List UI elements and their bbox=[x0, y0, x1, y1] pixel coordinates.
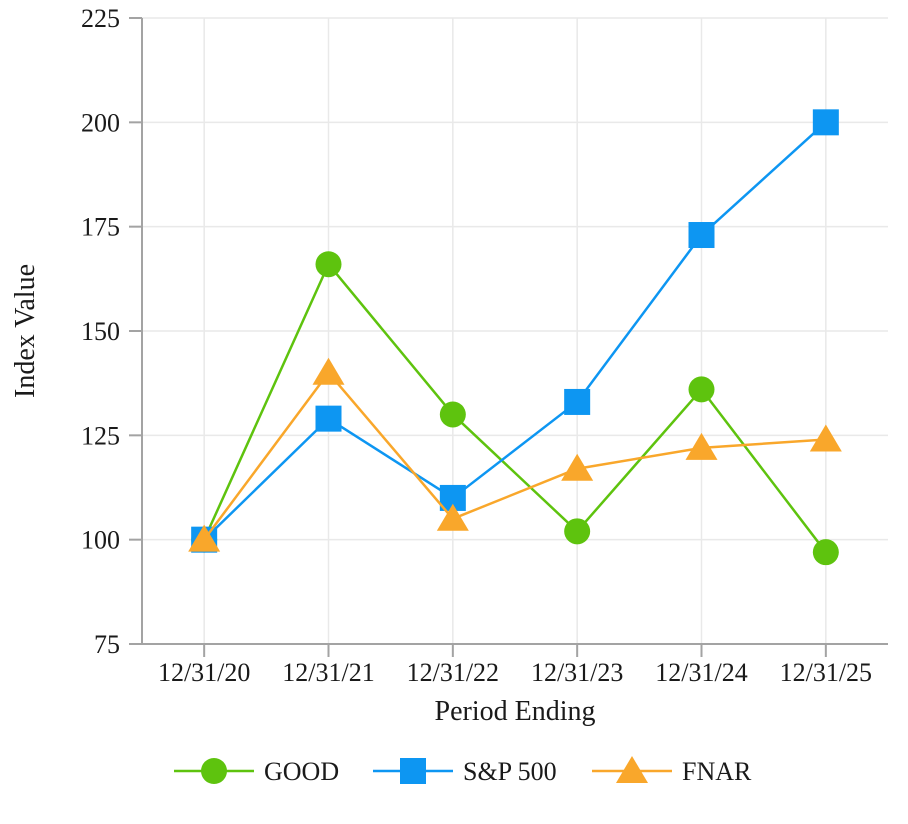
series-line-s-p-500 bbox=[203, 121, 827, 541]
marker-fnar-1 bbox=[312, 357, 345, 385]
marker-good-3 bbox=[564, 518, 591, 545]
legend-square-icon bbox=[400, 758, 426, 784]
marker-fnar-4 bbox=[685, 432, 718, 460]
legend-circle-icon bbox=[201, 758, 227, 784]
y-tick-label: 175 bbox=[81, 213, 120, 242]
y-tick-label: 200 bbox=[81, 108, 120, 137]
series-line-fnar bbox=[203, 371, 826, 541]
legend-label-fnar: FNAR bbox=[682, 757, 752, 786]
x-tick-label: 12/31/23 bbox=[531, 658, 623, 687]
marker-fnar-0 bbox=[188, 524, 221, 552]
y-tick-label: 125 bbox=[81, 421, 120, 450]
y-tick-label: 150 bbox=[81, 317, 120, 346]
x-tick-label: 12/31/21 bbox=[282, 658, 374, 687]
x-tick-label: 12/31/24 bbox=[655, 658, 747, 687]
marker-fnar-2 bbox=[436, 503, 469, 531]
marker-fnar-5 bbox=[809, 424, 842, 452]
y-tick-label: 100 bbox=[81, 526, 120, 555]
x-tick-label: 12/31/25 bbox=[780, 658, 872, 687]
marker-good-5 bbox=[812, 539, 839, 566]
legend-label-good: GOOD bbox=[264, 757, 339, 786]
marker-good-4 bbox=[688, 376, 715, 403]
y-tick-label: 225 bbox=[81, 4, 120, 33]
legend-triangle-icon bbox=[616, 756, 648, 783]
x-axis-title: Period Ending bbox=[435, 696, 596, 727]
y-tick-label: 75 bbox=[94, 630, 120, 659]
marker-s-p-500-1 bbox=[315, 405, 342, 432]
marker-s-p-500-4 bbox=[688, 222, 715, 249]
y-axis-title: Index Value bbox=[10, 264, 41, 398]
marker-s-p-500-3 bbox=[564, 388, 591, 415]
marker-good-2 bbox=[439, 401, 466, 428]
legend-label-s-p-500: S&P 500 bbox=[463, 757, 557, 786]
series-line-good bbox=[203, 262, 827, 553]
x-tick-label: 12/31/22 bbox=[407, 658, 499, 687]
marker-good-1 bbox=[315, 251, 342, 278]
marker-fnar-3 bbox=[561, 453, 594, 481]
x-tick-label: 12/31/20 bbox=[158, 658, 250, 687]
marker-s-p-500-5 bbox=[812, 109, 839, 136]
